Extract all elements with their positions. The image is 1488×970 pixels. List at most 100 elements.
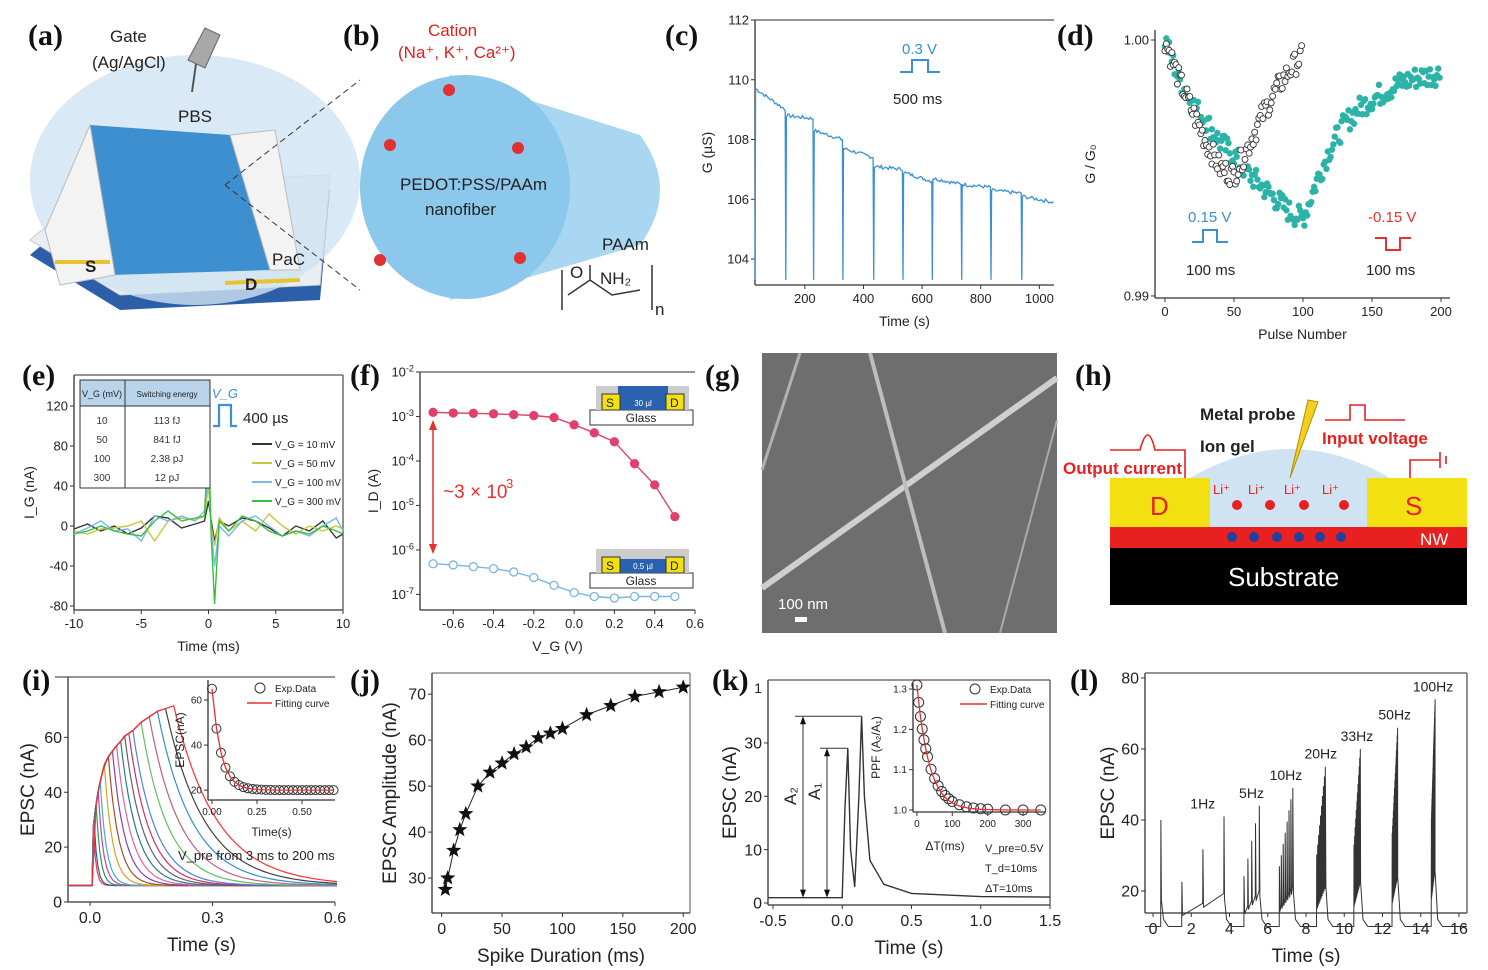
y-tick-label: 10-5 xyxy=(391,497,414,513)
data-point xyxy=(1301,222,1308,229)
ion-gel xyxy=(1190,449,1390,478)
y-tick-label: 110 xyxy=(728,72,749,87)
data-point xyxy=(1426,66,1434,73)
data-point xyxy=(1245,149,1253,157)
vpre-label: V_pre=0.5V xyxy=(985,843,1044,855)
data-point xyxy=(1175,64,1183,72)
gate-pulse-icon xyxy=(213,403,237,428)
data-point xyxy=(943,793,955,805)
data-point xyxy=(215,747,226,758)
panel-label-k: (k) xyxy=(712,664,749,697)
y-tick-label: 30 xyxy=(744,736,762,753)
data-point xyxy=(1208,126,1216,133)
data-point xyxy=(1338,117,1345,125)
ion-markers xyxy=(1232,500,1349,510)
duration-range-label: V_pre from 3 ms to 200 ms xyxy=(178,848,335,863)
panel-j-amplitude-chart: 0 50 100 150 200 30 40 50 60 70 Spike Duration (ms… xyxy=(380,672,697,967)
data-point xyxy=(1337,139,1344,147)
x-tick-label: 6 xyxy=(1263,921,1272,938)
data-point xyxy=(1240,172,1247,179)
y-tick-label: 70 xyxy=(408,687,426,704)
y-tick-label: 10-4 xyxy=(391,453,414,469)
data-point xyxy=(1240,163,1248,171)
x-tick-label: 0.25 xyxy=(247,807,267,818)
data-point xyxy=(1294,216,1301,223)
y-axis-label: G / G₀ xyxy=(1082,144,1098,183)
data-point xyxy=(1269,190,1276,197)
y-tick-label: 10-6 xyxy=(391,541,414,557)
data-point xyxy=(488,563,499,574)
data-point xyxy=(609,437,620,447)
arrowhead xyxy=(824,748,830,757)
data-point xyxy=(1328,146,1336,153)
data-point xyxy=(1250,183,1257,190)
star-marker xyxy=(530,729,546,745)
volume-label: 30 µl xyxy=(634,399,652,408)
data-point xyxy=(1225,139,1232,147)
x-tick-label: 0.00 xyxy=(202,807,222,818)
input-pulse-icon xyxy=(1325,404,1405,421)
data-point xyxy=(428,559,438,569)
x-tick-label: -0.5 xyxy=(759,913,787,930)
star-marker xyxy=(446,842,462,857)
legend-label: V_G = 50 mV xyxy=(275,459,336,470)
data-point xyxy=(1291,221,1298,229)
cation-list: (Na⁺, K⁺, Ca²⁺) xyxy=(398,43,516,62)
x-tick-label: 0.0 xyxy=(79,910,101,927)
probe-label: Metal probe xyxy=(1200,405,1295,424)
x-tick-label: 200 xyxy=(670,921,697,938)
table-cell: 841 fJ xyxy=(153,435,180,446)
data-point xyxy=(529,410,539,421)
scale-bar xyxy=(795,617,807,622)
legend-label: Fitting curve xyxy=(990,700,1045,711)
inset-decay-chart: 0.00 0.25 0.50 20 40 60 Time(s) EPSC(nA) Exp.Dat… xyxy=(173,680,339,839)
y-tick-label: 40 xyxy=(44,785,62,802)
data-point xyxy=(1370,100,1377,107)
data-point xyxy=(1390,87,1398,95)
x-tick-label: -0.6 xyxy=(442,616,464,631)
table-cell: 300 xyxy=(94,473,111,484)
x-tick-label: 0.3 xyxy=(201,910,223,927)
data-point xyxy=(1245,166,1253,173)
drain-label: D xyxy=(670,559,679,573)
data-point xyxy=(1226,150,1234,157)
source-label: S xyxy=(85,257,96,276)
data-point xyxy=(1435,65,1442,72)
data-point xyxy=(1282,64,1290,72)
y-tick-label: 20 xyxy=(191,786,203,797)
on-off-ratio-exponent: 3 xyxy=(506,476,513,491)
data-point xyxy=(650,480,660,490)
y-axis-label: EPSC (nA) xyxy=(1098,747,1119,840)
fiber-cross-section xyxy=(360,75,570,299)
frequency-label: 50Hz xyxy=(1378,707,1411,723)
substrate-layer xyxy=(1110,548,1467,605)
x-tick-label: 200 xyxy=(1430,304,1452,319)
x-axis-label: Time(s) xyxy=(251,825,291,839)
data-point xyxy=(670,591,680,602)
legend-label: Exp.Data xyxy=(275,684,317,695)
x-tick-label: 5 xyxy=(272,616,279,631)
data-point xyxy=(1229,162,1237,170)
panel-f-transfer-chart: -0.6 -0.4 -0.2 0.0 0.2 0.4 0.6 10-7 10-6 10-5 10-4… xyxy=(365,364,704,654)
x-tick-label: 100 xyxy=(549,921,576,938)
y-tick-label: 0 xyxy=(753,896,762,913)
x-tick-label: 1.0 xyxy=(970,913,992,930)
arrowhead xyxy=(800,716,806,725)
y-tick-label: 10-2 xyxy=(391,364,414,380)
data-point xyxy=(1173,80,1181,88)
amplitude-label: A₂ xyxy=(781,787,800,805)
y-tick-label: 0 xyxy=(53,895,62,912)
legend-label: V_G = 10 mV xyxy=(275,440,336,451)
nanofiber-network xyxy=(90,125,270,275)
star-marker xyxy=(651,683,667,699)
x-tick-label: 8 xyxy=(1302,921,1311,938)
table-cell: 2.38 pJ xyxy=(151,454,184,465)
li-ion xyxy=(1232,500,1242,510)
y-tick-label: 40 xyxy=(1121,813,1139,830)
data-point xyxy=(220,762,231,773)
x-tick-label: 1.5 xyxy=(1039,913,1061,930)
data-point xyxy=(929,773,941,785)
table-cell: 113 fJ xyxy=(154,416,181,427)
star-marker xyxy=(542,725,558,740)
